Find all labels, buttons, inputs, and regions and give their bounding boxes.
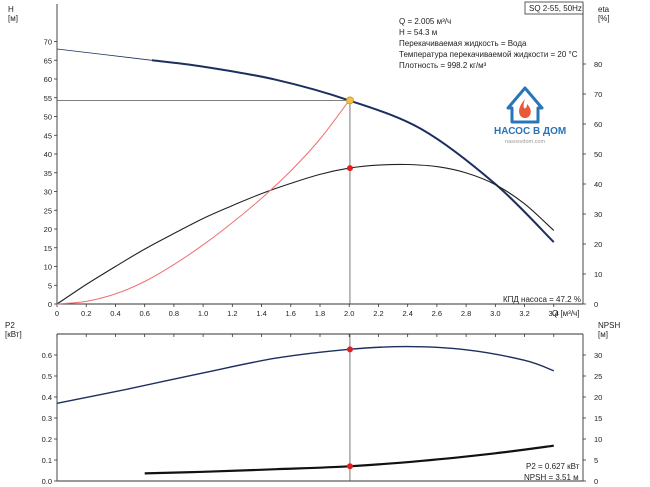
model-label: SQ 2-55, 50Hz	[529, 4, 582, 13]
eta-tick-label: 40	[594, 180, 602, 189]
eta-tick-label: 60	[594, 120, 602, 129]
x-tick-label: 2.4	[402, 309, 412, 318]
duty-info-block: Q = 2.005 м³/ч H = 54.3 м Перекачиваемая…	[399, 17, 578, 70]
efficiency-curve	[56, 163, 555, 305]
x-tick-label: 2.2	[373, 309, 383, 318]
eta-tick-label: 0	[594, 300, 598, 309]
x-tick-label: 0	[55, 309, 59, 318]
power-point-marker	[346, 346, 353, 353]
power-tick-label: 0.6	[42, 351, 52, 360]
logo-site: nasosvdom.com	[505, 139, 545, 145]
x-tick-label: 3.4	[549, 309, 559, 318]
npsh-tick-label: 5	[594, 456, 598, 465]
eta-tick-label: 70	[594, 90, 602, 99]
power-axis-label: P2 [кВт]	[5, 321, 22, 339]
x-tick-label: 0.4	[110, 309, 120, 318]
power-note: P2 = 0.627 кВт	[526, 462, 580, 471]
head-tick-label: 70	[44, 38, 52, 47]
axis-label-line: [м]	[8, 14, 18, 23]
head-axis-label: H [м]	[8, 5, 18, 23]
power-tick-label: 0.4	[42, 393, 52, 402]
npsh-axis-label: NPSH [м]	[598, 321, 620, 339]
head-tick-label: 25	[44, 206, 52, 215]
axis-label-line: [кВт]	[5, 330, 22, 339]
power-curve	[56, 345, 555, 404]
head-tick-label: 40	[44, 150, 52, 159]
npsh-tick-label: 10	[594, 435, 602, 444]
info-temperature: Температура перекачиваемой жидкости = 20…	[399, 50, 578, 59]
efficiency-note: КПД насоса = 47.2 %	[503, 295, 581, 304]
npsh-note: NPSH = 3.51 м	[524, 473, 579, 482]
x-tick-label: 0.6	[139, 309, 149, 318]
eta-tick-label: 10	[594, 270, 602, 279]
head-tick-label: 15	[44, 244, 52, 253]
x-tick-label: 2.0	[344, 309, 354, 318]
head-tick-label: 5	[48, 281, 52, 290]
power-tick-label: 0.0	[42, 477, 52, 486]
power-tick-label: 0.3	[42, 414, 52, 423]
x-tick-label: 0.2	[81, 309, 91, 318]
x-tick-label: 1.8	[315, 309, 325, 318]
head-curve-extension	[56, 48, 153, 61]
x-tick-label: 2.6	[432, 309, 442, 318]
x-tick-label: 1.0	[198, 309, 208, 318]
npsh-point-marker	[346, 463, 353, 470]
logo-name: НАСОС В ДОМ	[494, 126, 566, 137]
eta-axis-label: eta [%]	[598, 5, 610, 23]
model-box	[524, 1, 584, 15]
npsh-tick-label: 30	[594, 351, 602, 360]
x-tick-label: 1.2	[227, 309, 237, 318]
x-tick-label: 3.0	[490, 309, 500, 318]
head-tick-label: 0	[48, 300, 52, 309]
flow-axis-label: Q [м³/ч]	[552, 309, 579, 318]
duty-point-marker	[346, 96, 354, 105]
x-tick-label: 0.8	[169, 309, 179, 318]
eta-tick-label: 50	[594, 150, 602, 159]
axis-label-line: [%]	[598, 14, 610, 23]
x-tick-label: 1.6	[286, 309, 296, 318]
head-tick-label: 30	[44, 188, 52, 197]
bottom-curves	[56, 334, 555, 481]
head-tick-label: 35	[44, 169, 52, 178]
head-tick-label: 55	[44, 94, 52, 103]
brand-logo: НАСОС В ДОМ nasosvdom.com	[494, 86, 566, 145]
npsh-tick-label: 0	[594, 477, 598, 486]
axis-frames	[56, 4, 584, 482]
info-flow: Q = 2.005 м³/ч	[399, 17, 451, 26]
npsh-tick-label: 25	[594, 372, 602, 381]
flame-icon	[519, 99, 531, 118]
axis-label-line: P2	[5, 321, 15, 330]
head-tick-label: 50	[44, 113, 52, 122]
axis-label-line: [м]	[598, 330, 608, 339]
power-tick-label: 0.2	[42, 435, 52, 444]
x-tick-label: 1.4	[256, 309, 266, 318]
info-head: H = 54.3 м	[399, 28, 437, 37]
x-tick-label: 2.8	[461, 309, 471, 318]
npsh-tick-label: 15	[594, 414, 602, 423]
top-curves	[56, 48, 555, 305]
head-tick-label: 45	[44, 131, 52, 140]
eta-tick-label: 20	[594, 240, 602, 249]
eta-tick-label: 30	[594, 210, 602, 219]
head-tick-label: 10	[44, 263, 52, 272]
head-tick-label: 65	[44, 56, 52, 65]
x-tick-label: 3.2	[519, 309, 529, 318]
system-curve	[56, 100, 350, 305]
info-liquid: Перекачиваемая жидкость = Вода	[399, 39, 527, 48]
eta-tick-label: 80	[594, 60, 602, 69]
axis-label-line: H	[8, 5, 14, 14]
head-tick-label: 20	[44, 225, 52, 234]
npsh-curve	[144, 444, 554, 475]
npsh-tick-label: 20	[594, 393, 602, 402]
efficiency-point-marker	[346, 165, 353, 172]
power-tick-label: 0.5	[42, 372, 52, 381]
axis-label-line: NPSH	[598, 321, 620, 330]
head-tick-label: 60	[44, 75, 52, 84]
info-density: Плотность = 998.2 кг/м³	[399, 61, 487, 70]
power-tick-label: 0.1	[42, 456, 52, 465]
tick-marks: 0 0.2 0.4 0.6 0.8 1.0 1.2 1.4 1.6 1.8 2.0 2.2 2.4 2.6…	[42, 38, 603, 487]
axis-label-line: eta	[598, 5, 610, 14]
house-icon	[506, 86, 544, 124]
